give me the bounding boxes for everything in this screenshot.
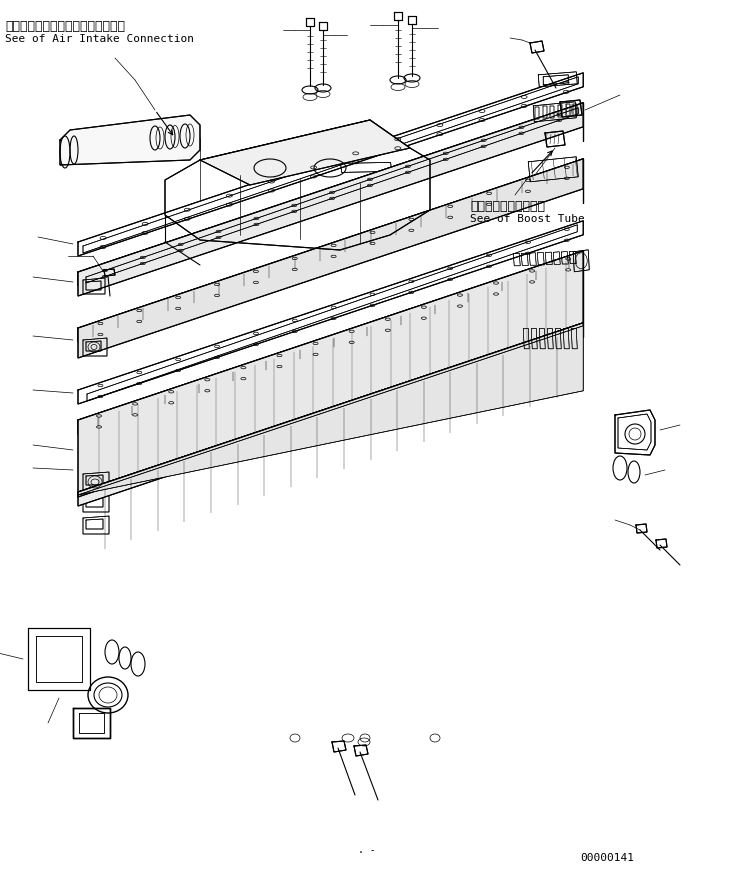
Polygon shape	[78, 102, 583, 286]
Polygon shape	[60, 115, 200, 165]
Polygon shape	[78, 251, 583, 492]
Text: エアーインテークコネクション参照: エアーインテークコネクション参照	[5, 20, 125, 33]
Polygon shape	[78, 158, 583, 342]
Text: See of Boost Tube: See of Boost Tube	[470, 214, 585, 224]
Polygon shape	[200, 120, 410, 185]
Polygon shape	[78, 158, 583, 358]
Text: ブーストチューブ参照: ブーストチューブ参照	[470, 200, 545, 213]
Polygon shape	[78, 326, 583, 495]
Text: See of Air Intake Connection: See of Air Intake Connection	[5, 34, 194, 44]
Polygon shape	[78, 323, 583, 506]
Polygon shape	[78, 323, 583, 497]
Polygon shape	[78, 251, 583, 434]
Text: . -: . -	[358, 845, 375, 855]
Polygon shape	[78, 102, 583, 296]
Text: 00000141: 00000141	[580, 853, 634, 863]
